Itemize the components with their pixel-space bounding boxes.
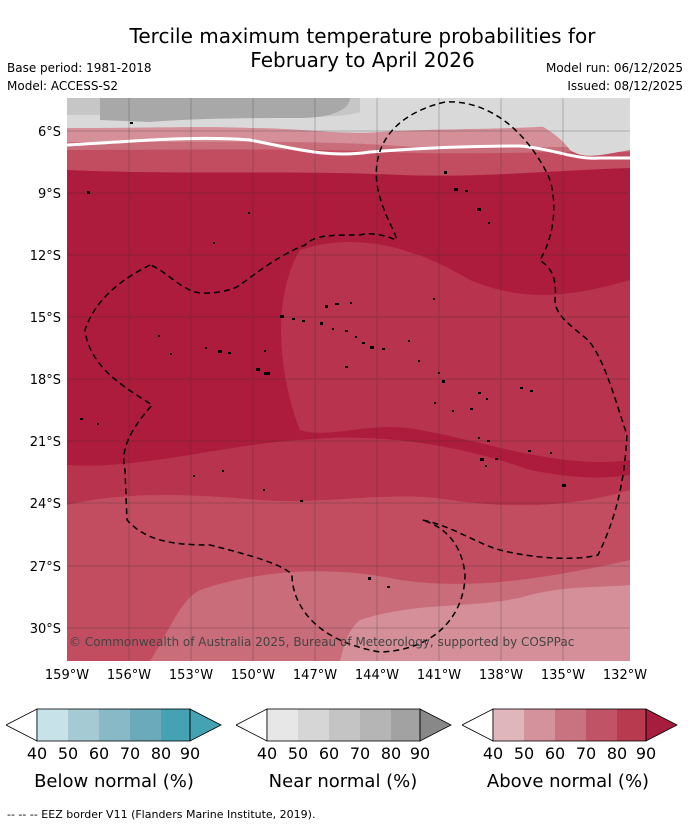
lat-label: 12°S	[30, 249, 61, 264]
lat-label: 6°S	[38, 125, 61, 140]
legend-swatch	[37, 709, 68, 741]
lon-label: 156°W	[107, 668, 151, 683]
legend-near-title: Near normal (%)	[268, 771, 418, 792]
lon-label: 153°W	[169, 668, 213, 683]
issued-date: Issued: 08/12/2025	[567, 79, 683, 93]
legend-tick: 70	[575, 744, 597, 763]
lat-label: 27°S	[30, 560, 61, 575]
legend-tick: 50	[287, 744, 309, 763]
legend-swatch	[555, 709, 586, 741]
base-period: Base period: 1981-2018	[7, 61, 152, 75]
copyright-notice: © Commonwealth of Australia 2025, Bureau…	[69, 635, 574, 649]
legend-tick: 40	[26, 744, 48, 763]
title-line-1: Tercile maximum temperature probabilitie…	[129, 24, 596, 48]
region-above-80-east	[281, 241, 630, 463]
lat-label: 24°S	[30, 497, 61, 512]
lon-label: 138°W	[479, 668, 523, 683]
legend-swatch	[586, 709, 617, 741]
eez-border	[84, 101, 628, 653]
legend-tick: 80	[380, 744, 402, 763]
lat-label: 9°S	[38, 187, 61, 202]
lon-label: 147°W	[293, 668, 337, 683]
lon-label: 159°W	[45, 668, 89, 683]
legend-tick: 90	[179, 744, 201, 763]
lon-label: 132°W	[603, 668, 647, 683]
legend-swatch	[99, 709, 130, 741]
map-fill: © Commonwealth of Australia 2025, Bureau…	[67, 98, 630, 661]
lat-label: 30°S	[30, 622, 61, 637]
legend-tick: 70	[119, 744, 141, 763]
meta-left: Base period: 1981-2018 Model: ACCESS-S2	[7, 59, 152, 95]
legend-tick: 90	[635, 744, 657, 763]
model-run: Model run: 06/12/2025	[545, 61, 683, 75]
lon-label: 135°W	[541, 668, 585, 683]
legend-swatch	[617, 709, 646, 741]
eez-footnote: -- -- -- EEZ border V11 (Flanders Marine…	[7, 808, 316, 821]
legend-swatch	[360, 709, 391, 741]
meta-right: Model run: 06/12/2025 Issued: 08/12/2025	[546, 59, 683, 95]
legend-tick: 90	[409, 744, 431, 763]
legend-swatch	[493, 709, 524, 741]
legend-tick: 70	[349, 744, 371, 763]
model-name: Model: ACCESS-S2	[7, 79, 119, 93]
legend-above-title: Above normal (%)	[486, 771, 650, 792]
legend-swatch	[130, 709, 161, 741]
lon-labels: 159°W 156°W 153°W 150°W 147°W 144°W 141°…	[45, 668, 647, 683]
lon-label: 144°W	[355, 668, 399, 683]
legend-tick: 80	[606, 744, 628, 763]
legend-tick: 60	[88, 744, 110, 763]
legend-below-title: Below normal (%)	[34, 771, 194, 792]
lon-label: 141°W	[417, 668, 461, 683]
lat-label: 18°S	[30, 373, 61, 388]
legend-tick: 50	[513, 744, 535, 763]
lat-labels: 6°S 9°S 12°S 15°S 18°S 21°S 24°S 27°S 30…	[30, 125, 61, 637]
legend-tick: 60	[318, 744, 340, 763]
region-above-50-south	[340, 585, 630, 661]
legend-tick: 40	[482, 744, 504, 763]
legend-tick: 80	[150, 744, 172, 763]
legend-swatch	[267, 709, 298, 741]
legend-tick: 50	[57, 744, 79, 763]
title-line-2: February to April 2026	[250, 48, 475, 72]
islands	[80, 122, 566, 588]
legend-swatch	[391, 709, 420, 741]
map-title: Tercile maximum temperature probabilitie…	[0, 24, 690, 72]
lat-label: 21°S	[30, 435, 61, 450]
legend-tick: 60	[544, 744, 566, 763]
legend-near-bar	[236, 708, 452, 742]
legend-swatch	[161, 709, 190, 741]
legend-below-bar	[6, 708, 222, 742]
lon-label: 150°W	[231, 668, 275, 683]
legend-swatch	[298, 709, 329, 741]
legend-swatch	[329, 709, 360, 741]
legend-swatch	[524, 709, 555, 741]
probability-map: © Commonwealth of Australia 2025, Bureau…	[30, 98, 647, 683]
legend-tick: 40	[256, 744, 278, 763]
graticule	[67, 98, 630, 661]
region-near-dark	[100, 98, 350, 122]
legend-above-bar	[462, 708, 678, 742]
region-near-light-east	[500, 98, 630, 156]
lat-label: 15°S	[30, 311, 61, 326]
legend-swatch	[68, 709, 99, 741]
